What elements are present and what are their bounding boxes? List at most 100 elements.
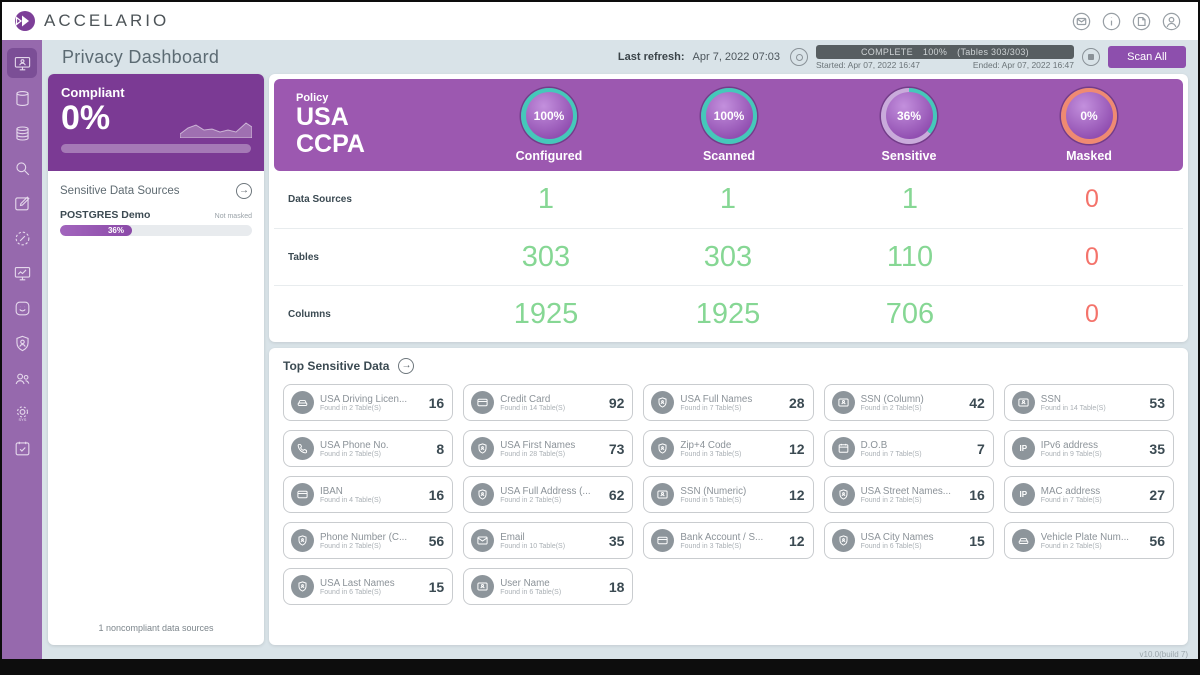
card-text: Vehicle Plate Num... Found in 2 Table(S)	[1041, 532, 1144, 550]
card-icon-circle	[651, 483, 675, 506]
sidebar-item-masking[interactable]	[7, 293, 37, 323]
card-icon-circle	[471, 437, 495, 460]
card-title: MAC address	[1040, 485, 1101, 497]
sensitive-data-card[interactable]: USA First Names Found in 28 Table(S) 73	[463, 430, 634, 467]
stat-value: 0	[1085, 299, 1099, 328]
card-text: USA Full Address (... Found in 2 Table(S…	[500, 486, 603, 504]
report-icon[interactable]	[1131, 11, 1152, 32]
sensitive-data-card[interactable]: SSN (Column) Found in 2 Table(S) 42	[823, 384, 994, 421]
sidebar-item-privacy-dashboard[interactable]	[7, 48, 37, 78]
shield-icon	[837, 488, 850, 501]
policy-label: Policy	[296, 92, 329, 104]
card-count: 8	[436, 440, 445, 457]
scan-progress: COMPLETE 100% (Tables 303/303) Started: …	[816, 44, 1074, 70]
sensitive-data-card[interactable]: USA Street Names... Found in 2 Table(S) …	[823, 476, 994, 513]
card-title: SSN (Numeric)	[680, 485, 747, 497]
sensitive-data-card[interactable]: USA Driving Licen... Found in 2 Table(S)…	[283, 384, 454, 421]
card-text: USA City Names Found in 6 Table(S)	[861, 532, 964, 550]
sensitive-data-card[interactable]: Bank Account / S... Found in 3 Table(S) …	[643, 522, 814, 559]
stat-label: Tables	[288, 251, 319, 263]
search-icon	[13, 159, 32, 178]
stop-scan-icon[interactable]	[1082, 48, 1100, 66]
car-icon	[296, 396, 309, 409]
last-refresh-label: Last refresh:	[617, 51, 685, 63]
card-text: D.O.B Found in 7 Table(S)	[861, 440, 971, 458]
sidebar-item-environments[interactable]	[7, 118, 37, 148]
card-count: 12	[789, 532, 805, 549]
card-title: D.O.B	[860, 439, 888, 451]
sensitive-data-card[interactable]: Vehicle Plate Num... Found in 2 Table(S)…	[1003, 522, 1174, 559]
sidebar-item-users[interactable]	[7, 363, 37, 393]
sensitive-data-card[interactable]: IP IPv6 address Found in 9 Table(S) 35	[1003, 430, 1174, 467]
noncompliant-note: 1 noncompliant data sources	[98, 623, 214, 633]
card-icon-circle	[291, 575, 314, 598]
card-title: IPv6 address	[1040, 439, 1098, 451]
id-card-icon	[837, 396, 850, 409]
mail-icon[interactable]	[1071, 11, 1092, 32]
gauge-ring: 36%	[881, 87, 937, 144]
monitor-user-icon	[13, 54, 32, 73]
sensitive-data-card[interactable]: USA Full Address (... Found in 2 Table(S…	[463, 476, 634, 513]
sensitive-data-card[interactable]: IBAN Found in 4 Table(S) 16	[283, 476, 454, 513]
gauge-icon	[13, 229, 32, 248]
refresh-status-icon[interactable]	[790, 48, 808, 66]
card-subtitle: Found in 6 Table(S)	[500, 588, 562, 596]
ip-icon: IP	[1019, 490, 1028, 499]
info-icon[interactable]	[1101, 11, 1122, 32]
sensitive-data-card[interactable]: Email Found in 10 Table(S) 35	[463, 522, 634, 559]
card-title: USA Full Names	[680, 393, 753, 405]
card-count: 18	[608, 578, 625, 595]
card-title: USA Phone No.	[320, 439, 389, 451]
db-icon	[13, 89, 32, 108]
compliance-sparkline	[180, 122, 252, 138]
sensitive-data-card[interactable]: USA City Names Found in 6 Table(S) 15	[823, 522, 994, 559]
sensitive-data-card[interactable]: D.O.B Found in 7 Table(S) 7	[823, 430, 994, 467]
card-count: 7	[977, 440, 985, 457]
card-count: 56	[428, 532, 445, 549]
gauge-row: 100% Configured 100% Scanned 36% Sensiti…	[459, 87, 1179, 163]
top-sensitive-arrow-icon[interactable]: →	[398, 358, 415, 374]
account-icon[interactable]	[1161, 11, 1182, 32]
sidebar-item-discovery[interactable]	[7, 153, 37, 183]
scan-tables: (Tables 303/303)	[957, 46, 1029, 57]
sidebar-item-scheduler[interactable]	[7, 433, 37, 463]
sidebar-item-monitoring[interactable]	[7, 258, 37, 288]
card-title: Credit Card	[500, 393, 551, 405]
card-subtitle: Found in 14 Table(S)	[1040, 404, 1106, 412]
sensitive-data-card[interactable]: IP MAC address Found in 7 Table(S) 27	[1003, 476, 1174, 513]
sensitive-data-card[interactable]: SSN Found in 14 Table(S) 53	[1003, 384, 1174, 421]
compliant-label: Compliant	[61, 85, 125, 100]
stat-label: Data Sources	[288, 194, 352, 205]
sensitive-data-card[interactable]: USA Phone No. Found in 2 Table(S) 8	[283, 430, 454, 467]
sidebar-item-data-source[interactable]	[7, 83, 37, 113]
sensitive-data-card[interactable]: User Name Found in 6 Table(S) 18	[463, 568, 634, 605]
data-source-item[interactable]: POSTGRES Demo Not masked 36%	[60, 209, 252, 236]
card-subtitle: Found in 14 Table(S)	[500, 404, 566, 412]
shield-icon	[476, 442, 489, 455]
sensitive-data-card[interactable]: USA Full Names Found in 7 Table(S) 28	[643, 384, 814, 421]
card-text: Phone Number (C... Found in 2 Table(S)	[320, 532, 423, 550]
card-text: USA Phone No. Found in 2 Table(S)	[320, 440, 430, 458]
sidebar-item-system-settings[interactable]	[7, 398, 37, 428]
top-sensitive-card: Top Sensitive Data → USA Driving Licen..…	[269, 348, 1188, 645]
last-refresh-value: Apr 7, 2022 07:03	[692, 51, 780, 63]
sidebar-item-compliance[interactable]	[7, 223, 37, 253]
card-count: 92	[608, 394, 625, 411]
stats-table: Data Sources 1 1 1 0 Tables 303 303 110 0 Columns 1…	[274, 171, 1183, 342]
scan-all-button[interactable]: Scan All	[1108, 46, 1186, 68]
sidebar-item-rules-editor[interactable]	[7, 188, 37, 218]
card-subtitle: Found in 2 Table(S)	[500, 496, 562, 504]
id-card-icon	[476, 580, 489, 593]
shield-icon	[296, 534, 309, 547]
sensitive-data-card[interactable]: USA Last Names Found in 6 Table(S) 15	[283, 568, 454, 605]
card-icon-circle	[831, 529, 855, 552]
sidebar-item-privacy[interactable]	[7, 328, 37, 358]
sensitive-data-card[interactable]: SSN (Numeric) Found in 5 Table(S) 12	[643, 476, 814, 513]
sensitive-data-card[interactable]: Phone Number (C... Found in 2 Table(S) 5…	[283, 522, 454, 559]
sensitive-data-card[interactable]: Credit Card Found in 14 Table(S) 92	[463, 384, 634, 421]
card-title: IBAN	[320, 485, 343, 497]
compliance-panel: Compliant 0% Sensitive Data Sources → PO…	[48, 74, 264, 645]
sources-arrow-icon[interactable]: →	[236, 183, 252, 199]
sensitive-data-card[interactable]: Zip+4 Code Found in 3 Table(S) 12	[643, 430, 814, 467]
